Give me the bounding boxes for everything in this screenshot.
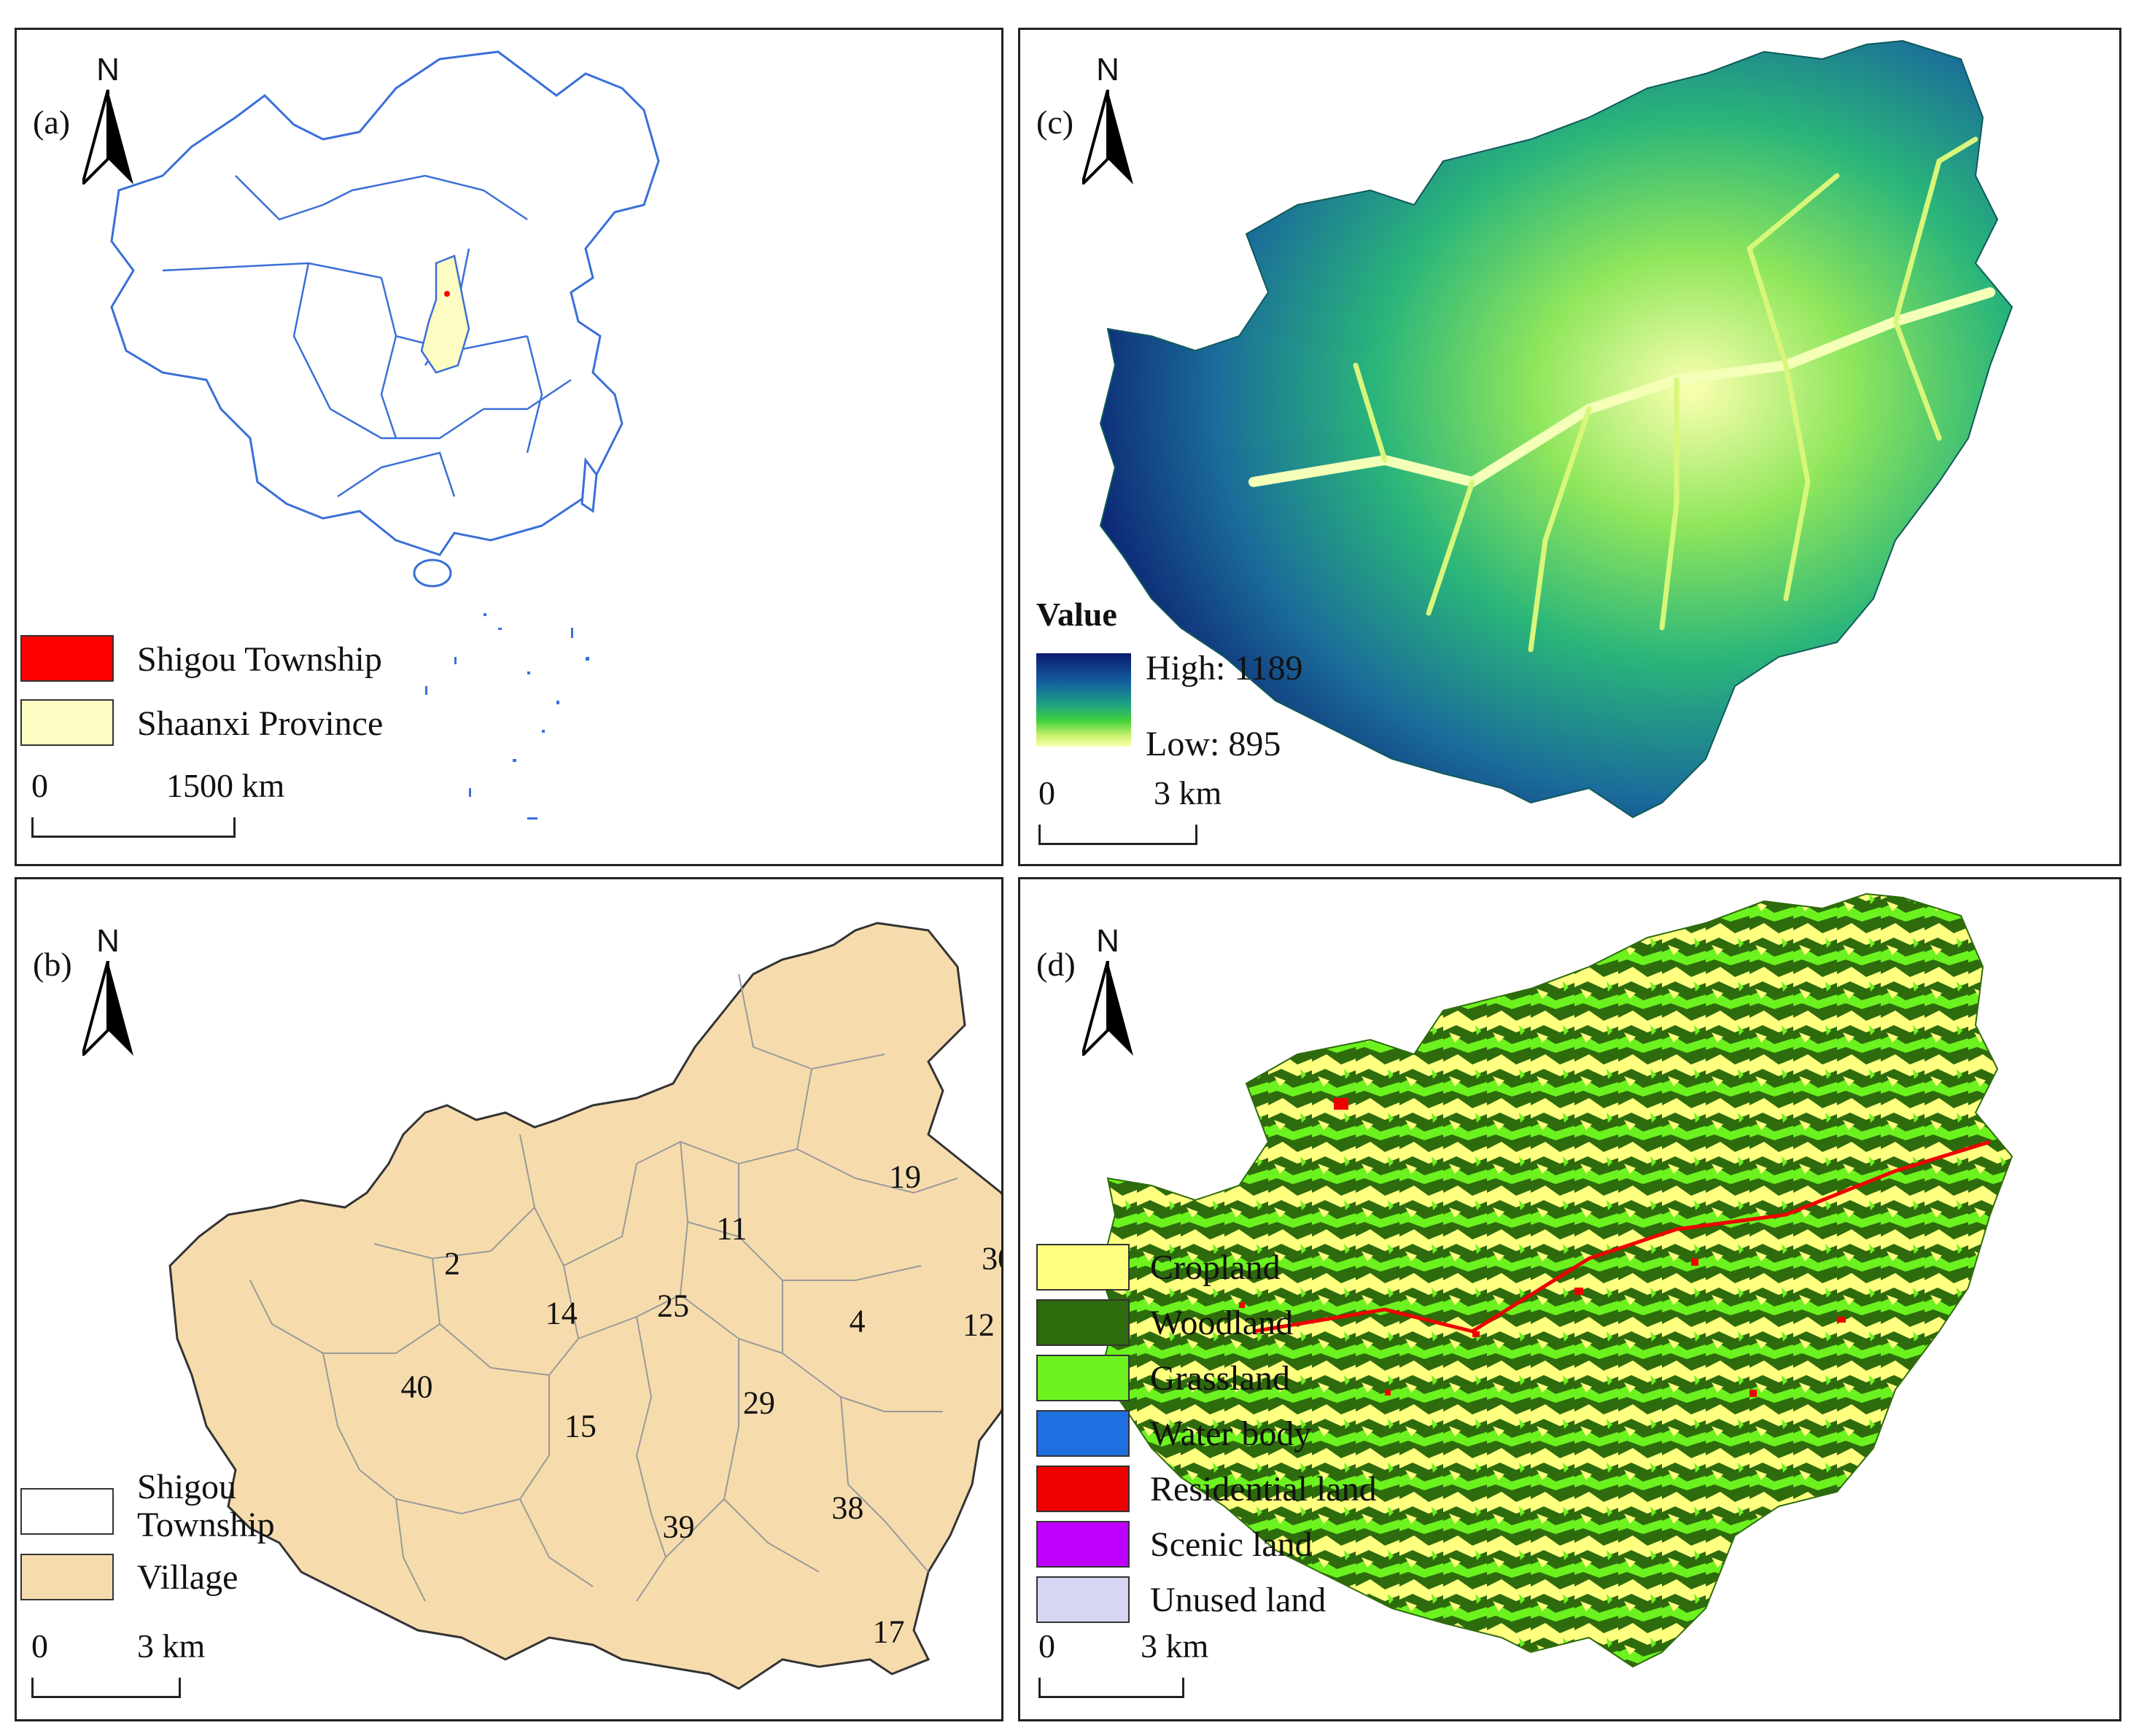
- panel-d-land-use: (d) N Cropland Woodland Gra: [1018, 877, 2121, 1721]
- north-arrow-a: N: [75, 52, 141, 190]
- panel-a-label: (a): [33, 104, 71, 141]
- residential-patches: [1239, 1098, 1846, 1397]
- shaanxi-province: [420, 254, 470, 374]
- village-label-40: 40: [400, 1369, 433, 1405]
- legend-swatch-scenic: [1036, 1521, 1130, 1568]
- legend-swatch-cropland: [1036, 1244, 1130, 1291]
- legend-label-water-body: Water body: [1150, 1414, 1312, 1453]
- village-label-29: 29: [742, 1385, 775, 1421]
- north-arrow-icon: [82, 90, 133, 184]
- elevation-color-ramp: [1036, 653, 1131, 747]
- north-letter-a: N: [96, 52, 120, 87]
- village-label-25: 25: [657, 1288, 690, 1324]
- legend-label-woodland: Woodland: [1150, 1304, 1294, 1342]
- legend-label-scenic: Scenic land: [1150, 1525, 1313, 1564]
- legend-swatch-grassland: [1036, 1355, 1130, 1401]
- scale-bar-b: 0 3 km: [31, 1627, 206, 1700]
- scale-line-b: [31, 1678, 181, 1698]
- legend-label-township-line1: Shigou: [137, 1468, 237, 1506]
- taiwan-island: [580, 456, 598, 513]
- scale-end-a: 1500 km: [166, 767, 285, 804]
- village-boundaries: [249, 973, 958, 1602]
- scale-zero-d: 0: [1038, 1627, 1055, 1665]
- legend-label-township-line2: Township: [137, 1506, 275, 1544]
- legend-swatch-township-b: [20, 1488, 114, 1535]
- legend-low: Low: 895: [1146, 725, 1281, 763]
- scale-line-c: [1038, 825, 1197, 845]
- north-arrow-c: N: [1075, 52, 1141, 190]
- panel-b-villages: (b) N 1 2 3 4 5 6 7 8 9 10 11 12 13 14 1…: [15, 877, 1003, 1721]
- north-arrow-b: N: [75, 923, 141, 1062]
- scale-bar-d: 0 3 km: [1038, 1627, 1213, 1700]
- scale-line-d: [1038, 1678, 1184, 1698]
- scale-bar-a: 0 1500 km: [31, 766, 284, 839]
- township-boundary: [168, 922, 1001, 1690]
- south-china-sea-islands: [425, 613, 589, 820]
- panel-c-elevation: (c) N Value High: 1189 Low: 895 0 3 km: [1018, 28, 2121, 866]
- panel-b-label: (b): [33, 946, 72, 983]
- panel-d-label: (d): [1036, 946, 1076, 983]
- china-map: [110, 50, 660, 820]
- scale-zero-c: 0: [1038, 774, 1055, 811]
- village-label-12: 12: [962, 1307, 995, 1343]
- village-label-4: 4: [849, 1303, 866, 1339]
- scale-end-d: 3 km: [1141, 1627, 1209, 1665]
- legend-swatch-province: [20, 699, 114, 746]
- village-label-2: 2: [444, 1245, 461, 1282]
- residential-along-valley: [1253, 1140, 1991, 1334]
- legend-swatch-water-body: [1036, 1410, 1130, 1457]
- village-label-19: 19: [888, 1159, 921, 1195]
- legend-label-cropland: Cropland: [1150, 1248, 1281, 1287]
- legend-high: High: 1189: [1146, 649, 1303, 688]
- scale-line-a: [31, 817, 236, 838]
- village-map: [168, 922, 1001, 1690]
- scale-zero-b: 0: [31, 1627, 48, 1665]
- legend-swatch-village: [20, 1554, 114, 1600]
- shigou-township-marker: [444, 291, 450, 297]
- elevation-map: [1099, 39, 2013, 819]
- legend-label-township-b: Shigou Township: [137, 1468, 275, 1544]
- land-use-map: [1099, 892, 2013, 1668]
- legend-label-province: Shaanxi Province: [137, 704, 384, 743]
- scale-bar-c: 0 3 km: [1038, 774, 1222, 846]
- north-arrow-d: N: [1075, 923, 1141, 1062]
- tributary-valleys: [1353, 136, 1978, 653]
- legend-label-village: Village: [137, 1558, 238, 1597]
- village-label-15: 15: [564, 1408, 597, 1444]
- legend-label-unused: Unused land: [1150, 1581, 1327, 1619]
- village-label-11: 11: [716, 1210, 747, 1247]
- scale-end-c: 3 km: [1154, 774, 1222, 811]
- north-arrow-icon: [1082, 961, 1133, 1056]
- legend-swatch-unused: [1036, 1576, 1130, 1623]
- village-label-38: 38: [831, 1490, 864, 1526]
- china-outline: [110, 50, 660, 556]
- legend-value-title: Value: [1036, 596, 1117, 633]
- legend-swatch-residential: [1036, 1466, 1130, 1512]
- village-label-30: 30: [982, 1240, 1001, 1277]
- north-letter-d: N: [1096, 923, 1119, 959]
- north-arrow-icon: [1082, 90, 1133, 184]
- north-letter-b: N: [96, 923, 120, 959]
- scale-end-b: 3 km: [137, 1627, 206, 1665]
- north-letter-c: N: [1096, 52, 1119, 87]
- legend-label-grassland: Grassland: [1150, 1359, 1290, 1398]
- main-valley: [1248, 287, 1995, 488]
- village-label-14: 14: [545, 1295, 578, 1331]
- scale-zero-a: 0: [31, 767, 48, 804]
- legend-label-residential: Residential land: [1150, 1470, 1377, 1509]
- village-label-39: 39: [662, 1509, 695, 1545]
- village-label-17: 17: [872, 1614, 905, 1650]
- legend-label-township: Shigou Township: [137, 640, 382, 679]
- panel-a-china-location: (a) N Shigou Township Shaanxi Province 0…: [15, 28, 1003, 866]
- hainan-island: [413, 558, 452, 588]
- north-arrow-icon: [82, 961, 133, 1056]
- panel-c-label: (c): [1036, 104, 1074, 141]
- legend-swatch-woodland: [1036, 1299, 1130, 1346]
- legend-swatch-township: [20, 635, 114, 682]
